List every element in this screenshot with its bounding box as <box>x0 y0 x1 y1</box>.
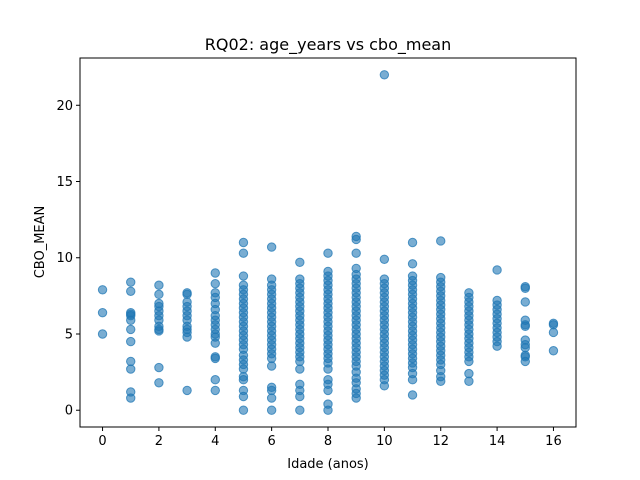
y-tick-label: 20 <box>56 99 73 114</box>
scatter-point <box>238 248 249 258</box>
scatter-point <box>323 405 333 415</box>
x-tick-label: 8 <box>324 434 332 449</box>
scatter-point <box>210 278 220 289</box>
scatter-point <box>492 265 502 275</box>
scatter-point <box>210 353 220 364</box>
scatter-point <box>295 405 305 415</box>
scatter-point <box>97 307 108 318</box>
x-tick-label: 16 <box>545 434 562 449</box>
y-tick-label: 10 <box>56 251 73 266</box>
scatter-point <box>492 341 502 351</box>
scatter-point <box>520 283 530 293</box>
scatter-point <box>238 271 249 281</box>
scatter-point <box>295 257 305 268</box>
scatter-point <box>210 338 220 348</box>
scatter-point <box>464 376 474 386</box>
scatter-point <box>154 326 164 336</box>
scatter-point <box>154 378 164 388</box>
y-tick-label: 0 <box>65 404 73 419</box>
y-axis-label: CBO_MEAN <box>33 206 48 279</box>
scatter-point <box>154 362 164 373</box>
points-layer <box>97 70 559 415</box>
scatter-point <box>351 234 361 245</box>
x-tick-label: 10 <box>376 434 393 449</box>
scatter-point <box>238 405 249 415</box>
scatter-point <box>126 286 136 296</box>
scatter-point <box>520 297 530 307</box>
scatter-point <box>464 356 474 367</box>
x-tick-label: 6 <box>267 434 275 449</box>
scatter-point <box>238 391 249 402</box>
scatter-point <box>407 259 418 269</box>
scatter-point <box>295 364 305 374</box>
scatter-point <box>210 268 220 278</box>
scatter-point <box>97 285 108 295</box>
scatter-point <box>266 361 277 371</box>
scatter-point <box>323 385 333 396</box>
x-tick-label: 12 <box>432 434 449 449</box>
x-tick-label: 0 <box>98 434 106 449</box>
scatter-point <box>436 376 446 386</box>
x-tick-label: 14 <box>489 434 506 449</box>
scatter-point <box>379 381 390 391</box>
scatter-point <box>154 280 164 290</box>
scatter-point <box>126 277 136 287</box>
scatter-point <box>323 364 333 374</box>
scatter-point <box>436 236 446 246</box>
scatter-point <box>126 315 136 325</box>
x-axis: 0 2 4 6 8 10 12 14 16 <box>98 427 562 449</box>
x-axis-label: Idade (anos) <box>287 457 369 472</box>
scatter-point <box>154 289 164 300</box>
scatter-point <box>520 356 530 367</box>
scatter-point <box>407 390 418 400</box>
scatter-point <box>351 393 361 403</box>
scatter-point <box>97 329 108 339</box>
scatter-point <box>266 242 277 252</box>
scatter-point <box>182 332 192 342</box>
scatter-point <box>126 364 136 374</box>
x-tick-label: 4 <box>211 434 219 449</box>
scatter-point <box>548 327 559 338</box>
scatter-point <box>126 324 136 335</box>
scatter-point <box>295 391 305 402</box>
y-tick-label: 15 <box>56 175 73 190</box>
scatter-point <box>351 248 361 258</box>
scatter-point <box>238 375 249 385</box>
scatter-point <box>266 393 277 403</box>
y-tick-label: 5 <box>65 327 73 342</box>
scatter-point <box>407 237 418 248</box>
scatter-point <box>323 248 333 258</box>
scatter-point <box>520 321 530 332</box>
scatter-point <box>379 254 390 264</box>
scatter-point <box>126 393 136 403</box>
scatter-point <box>548 346 559 356</box>
scatter-point <box>210 375 220 385</box>
scatter-point <box>182 385 192 396</box>
scatter-point <box>266 405 277 415</box>
scatter-point <box>210 385 220 396</box>
scatter-point <box>238 237 249 248</box>
x-tick-label: 2 <box>155 434 163 449</box>
chart-title: RQ02: age_years vs cbo_mean <box>205 35 451 55</box>
scatter-point <box>379 70 390 80</box>
y-axis: 0 5 10 15 20 <box>56 99 80 419</box>
scatter-point <box>407 375 418 385</box>
scatter-point <box>126 336 136 347</box>
